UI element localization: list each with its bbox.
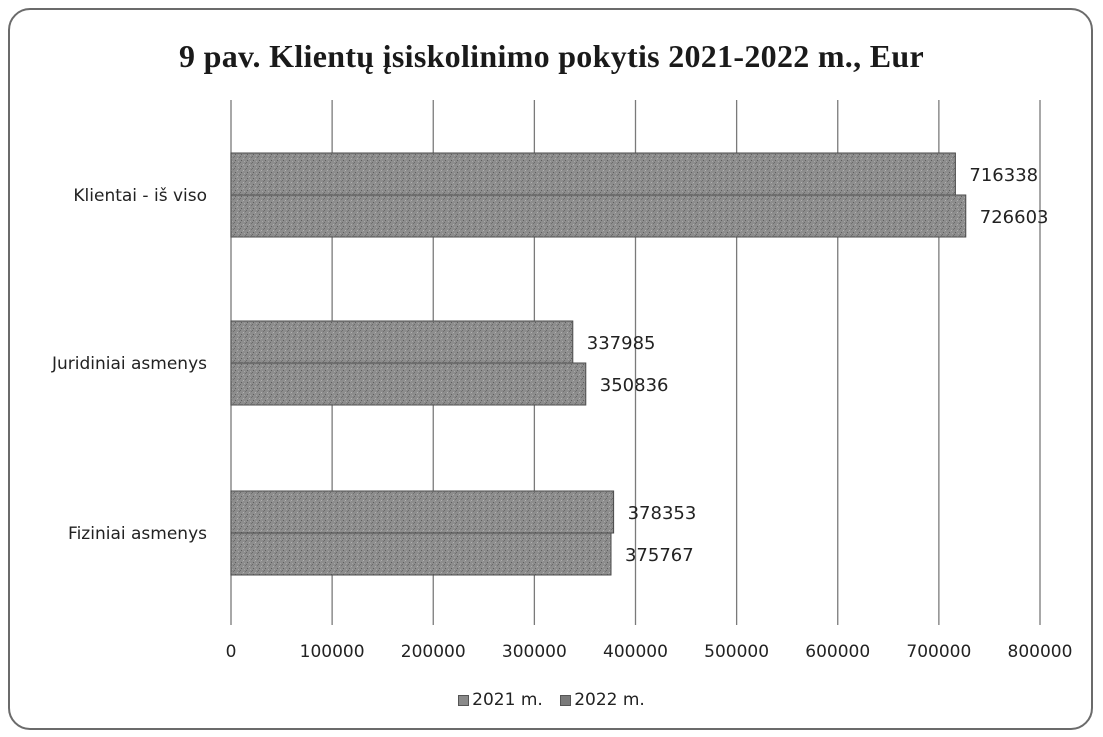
bar [230, 532, 612, 576]
legend-item-2022: 2022 m. [560, 690, 645, 710]
category-label: Klientai - iš viso [73, 186, 207, 206]
x-axis-ticks: 0 100000 200000 300000 400000 500000 600000 700… [226, 642, 1073, 662]
bar [230, 152, 956, 196]
data-label: 726603 [980, 207, 1049, 228]
bar [230, 320, 574, 364]
x-tick-label: 300000 [502, 642, 567, 662]
x-tick-label: 0 [226, 642, 237, 662]
data-label: 716338 [969, 165, 1038, 186]
bar [230, 362, 587, 406]
legend-label-2021: 2021 m. [472, 690, 543, 710]
data-label: 375767 [625, 545, 694, 566]
bars [230, 152, 967, 576]
data-label: 337985 [587, 333, 656, 354]
bar [230, 194, 967, 238]
data-label: 350836 [600, 375, 669, 396]
legend-label-2022: 2022 m. [574, 690, 645, 710]
legend-swatch-2022 [560, 695, 572, 706]
legend: 2021 m. 2022 m. [0, 690, 1103, 710]
x-tick-label: 700000 [906, 642, 971, 662]
category-label: Juridiniai asmenys [51, 354, 207, 374]
x-tick-label: 500000 [704, 642, 769, 662]
chart-title: 9 pav. Klientų įsiskolinimo pokytis 2021… [179, 38, 924, 74]
data-label: 378353 [628, 503, 697, 524]
x-tick-label: 100000 [300, 642, 365, 662]
x-tick-label: 200000 [401, 642, 466, 662]
legend-swatch-2021 [458, 695, 470, 706]
value-labels: 716338 726603 337985 350836 378353 375767 [587, 165, 1049, 566]
category-labels: Klientai - iš viso Juridiniai asmenys Fizi… [51, 186, 207, 544]
category-label: Fiziniai asmenys [68, 524, 207, 544]
x-tick-label: 800000 [1008, 642, 1073, 662]
legend-item-2021: 2021 m. [458, 690, 543, 710]
x-tick-label: 400000 [603, 642, 668, 662]
bar [230, 490, 615, 534]
x-tick-label: 600000 [805, 642, 870, 662]
